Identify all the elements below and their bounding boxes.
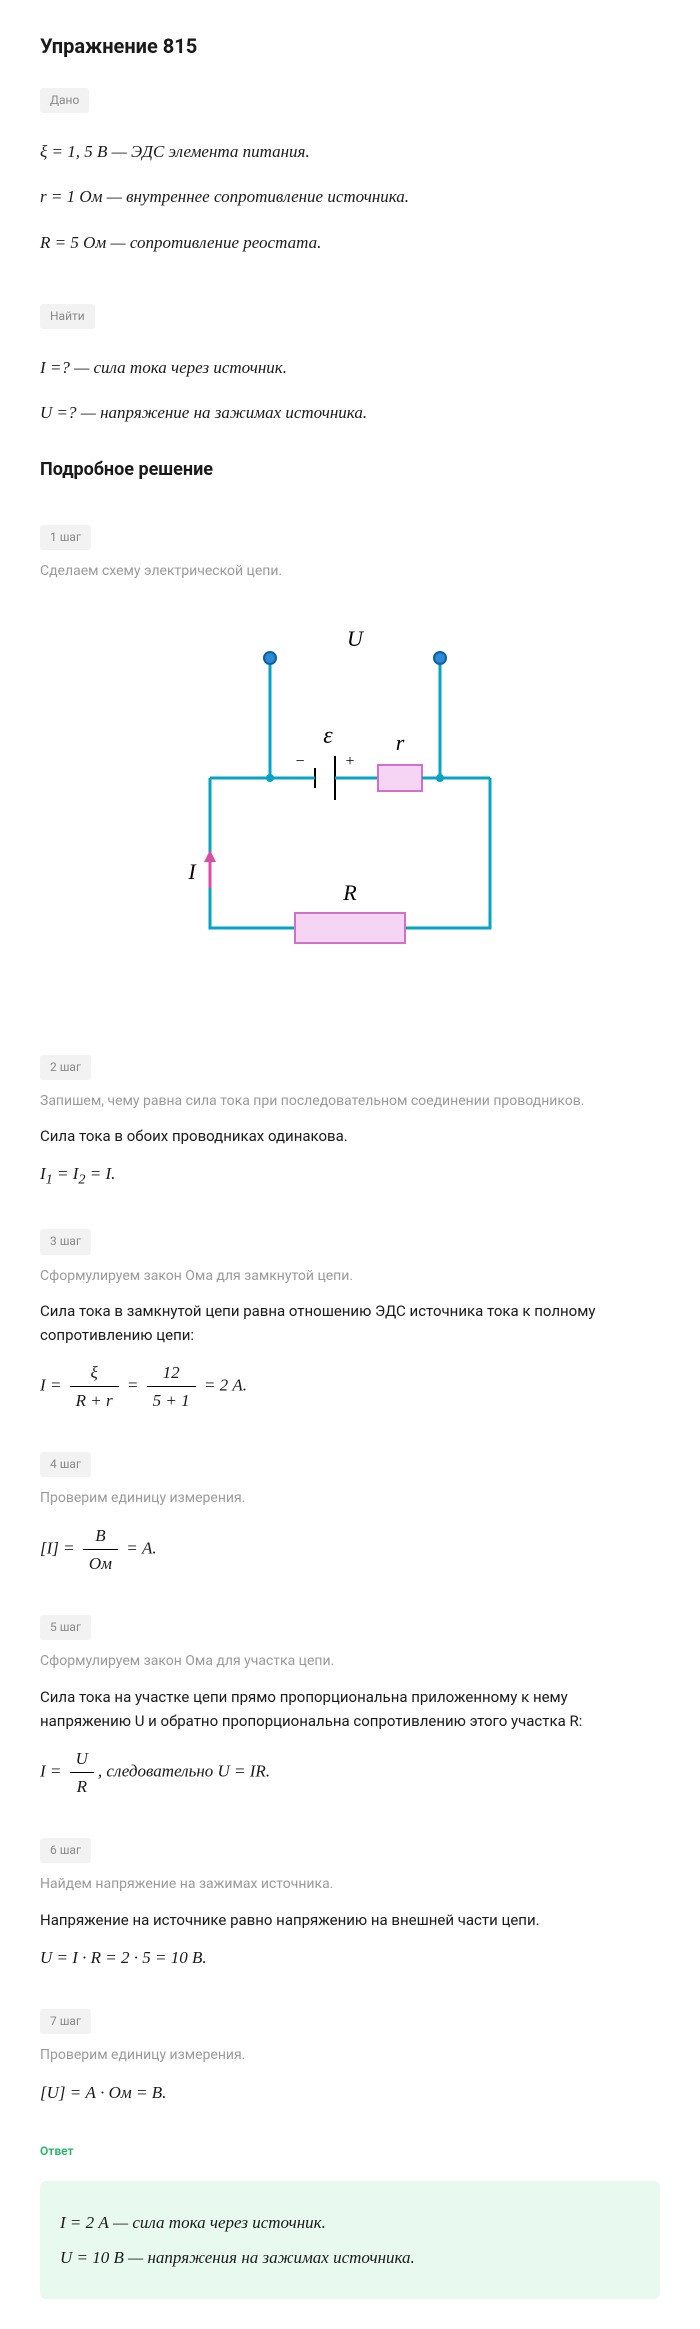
svg-text:r: r [396,730,405,755]
step-gray-3: Сформулируем закон Ома для замкнутой цеп… [40,1265,660,1287]
step-gray-6: Найдем напряжение на зажимах источника. [40,1873,660,1895]
step-gray-7: Проверим единицу измерения. [40,2044,660,2066]
step-text-5: Сила тока на участке цепи прямо пропорци… [40,1685,660,1733]
svg-text:U: U [347,626,365,651]
svg-text:I: I [187,859,197,884]
svg-text:R: R [342,880,357,905]
step-gray-2: Запишем, чему равна сила тока при послед… [40,1090,660,1112]
find-tag: Найти [40,304,95,329]
step-tag-1: 1 шаг [40,525,91,550]
solution-title: Подробное решение [40,456,660,485]
page-title: Упражнение 815 [40,30,660,62]
step-tag-5: 5 шаг [40,1615,91,1640]
circuit-diagram: Uε r − + I R [40,608,660,995]
step-formula-4: [I] = ВОм = А. [40,1522,660,1577]
step-formula-3: I = ξR + r = 125 + 1 = 2 А. [40,1359,660,1414]
given-line-0: ξ = 1, 5 В — ЭДС элемента питания. [40,138,660,165]
svg-text:+: + [345,753,354,770]
answer-box: I = 2 А — сила тока через источник. U = … [40,2181,660,2299]
step-tag-3: 3 шаг [40,1229,91,1254]
step-gray-4: Проверим единицу измерения. [40,1487,660,1509]
step-tag-2: 2 шаг [40,1055,91,1080]
step-tag-6: 6 шаг [40,1838,91,1863]
answer-line-1: U = 10 В — напряжения на зажимах источни… [60,2244,640,2271]
step-formula-5: I = UR, следовательно U = IR. [40,1745,660,1800]
answer-tag: Ответ [40,2142,74,2161]
svg-text:ε: ε [323,723,333,749]
step-text-6: Напряжение на источнике равно напряжению… [40,1908,660,1932]
find-line-0: I =? — сила тока через источник. [40,354,660,381]
given-line-1: r = 1 Ом — внутреннее сопротивление исто… [40,183,660,210]
svg-text:−: − [295,753,304,770]
step-text-2: Сила тока в обоих проводниках одинакова. [40,1124,660,1148]
step-text-3: Сила тока в замкнутой цепи равна отношен… [40,1299,660,1347]
step-tag-4: 4 шаг [40,1452,91,1477]
step-tag-7: 7 шаг [40,2009,91,2034]
step-gray-5: Сформулируем закон Ома для участка цепи. [40,1650,660,1672]
given-line-2: R = 5 Ом — сопротивление реостата. [40,229,660,256]
find-line-1: U =? — напряжение на зажимах источника. [40,399,660,426]
step-gray-1: Сделаем схему электрической цепи. [40,560,660,582]
answer-line-0: I = 2 А — сила тока через источник. [60,2209,640,2236]
step-formula-6: U = I · R = 2 · 5 = 10 В. [40,1944,660,1971]
given-tag: Дано [40,88,89,113]
step-formula-7: [U] = А · Ом = В. [40,2079,660,2106]
step-formula-2: I1 = I2 = I. [40,1160,660,1191]
